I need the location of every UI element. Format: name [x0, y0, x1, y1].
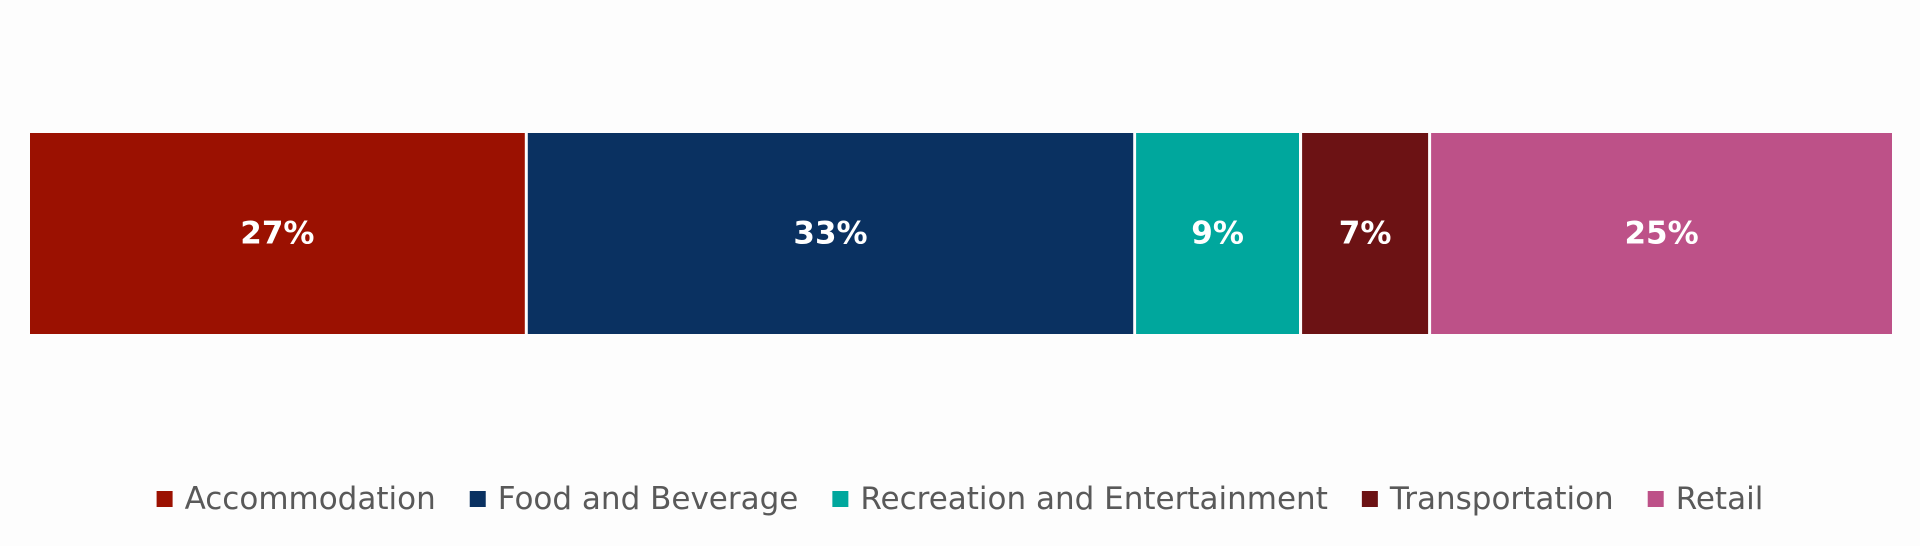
data-label-food-and-beverage: 33% [793, 216, 867, 252]
data-label-recreation-and-entertainment: 9% [1191, 216, 1244, 252]
bar-segment-transportation [1302, 133, 1429, 334]
data-label-retail: 25% [1624, 216, 1698, 252]
legend-label-food-and-beverage: Food and Beverage [498, 481, 799, 517]
legend-marker-recreation-and-entertainment [832, 491, 849, 507]
legend-item-retail: Retail [1647, 481, 1764, 517]
bar-segment-food-and-beverage [527, 133, 1134, 334]
legend-label-accommodation: Accommodation [185, 481, 436, 517]
legend: Accommodation Food and Beverage Recreation… [156, 481, 1764, 517]
bar-segments [30, 133, 1892, 334]
legend-label-transportation: Transportation [1389, 481, 1614, 517]
legend-item-recreation-and-entertainment: Recreation and Entertainment [832, 481, 1328, 517]
segment-labels: 27% 33% 9% 7% 25% [240, 216, 1698, 252]
legend-item-food-and-beverage: Food and Beverage [469, 481, 799, 517]
bar-segment-accommodation [30, 133, 525, 334]
legend-marker-accommodation [156, 491, 173, 507]
data-label-accommodation: 27% [240, 216, 314, 252]
bar-segment-recreation-and-entertainment [1136, 133, 1299, 334]
legend-label-recreation-and-entertainment: Recreation and Entertainment [860, 481, 1328, 517]
legend-item-transportation: Transportation [1361, 481, 1614, 517]
legend-item-accommodation: Accommodation [156, 481, 436, 517]
legend-marker-transportation [1361, 491, 1378, 507]
legend-marker-food-and-beverage [469, 491, 486, 507]
bar-segment-retail [1431, 133, 1892, 334]
legend-label-retail: Retail [1676, 481, 1764, 517]
data-label-transportation: 7% [1339, 216, 1392, 252]
legend-marker-retail [1647, 491, 1664, 507]
